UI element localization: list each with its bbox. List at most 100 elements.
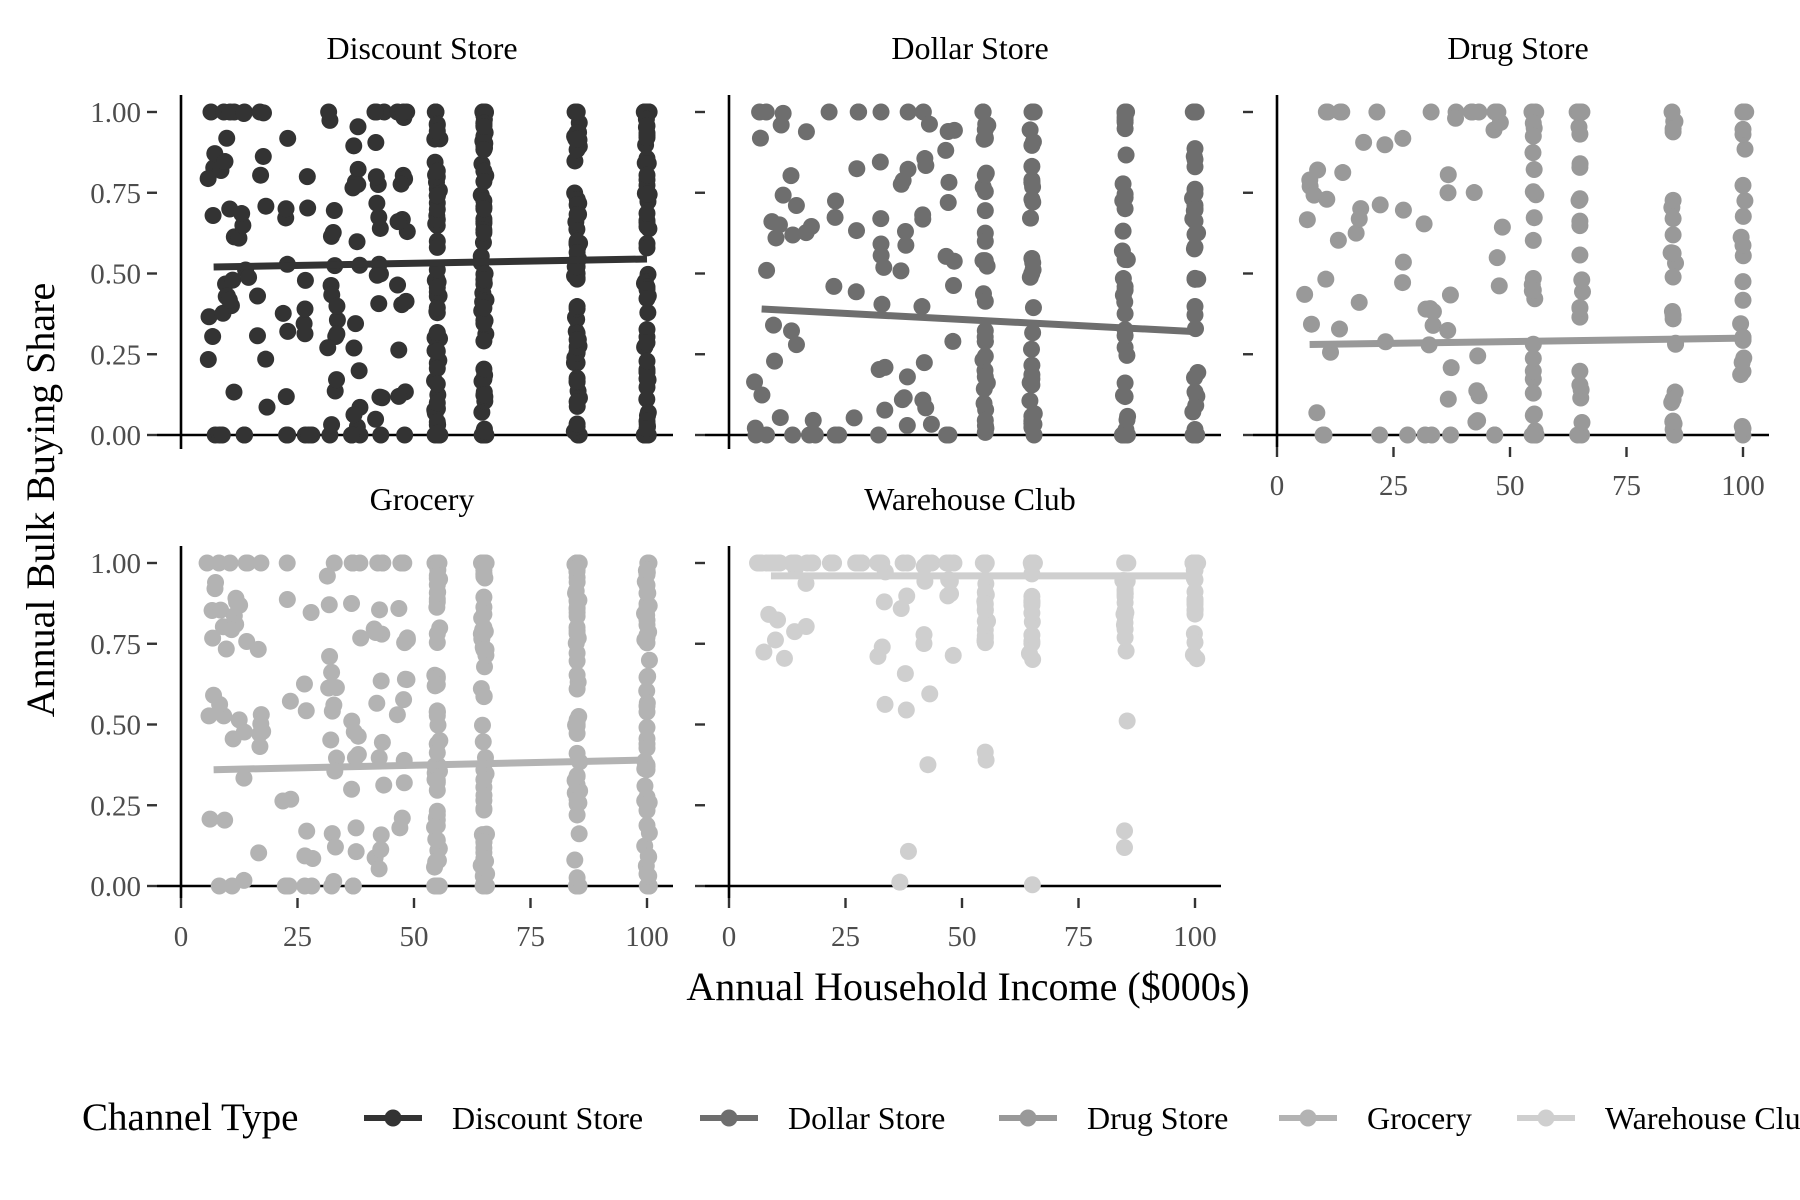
data-point [428,394,446,412]
data-point [277,388,295,406]
data-point [1355,133,1373,151]
data-point [974,103,992,121]
data-point [1421,300,1439,318]
data-point [917,399,935,417]
data-point [345,137,363,155]
data-point [349,118,367,136]
data-point [349,160,367,178]
data-point [1116,120,1134,138]
data-point [252,166,270,184]
data-point [1023,626,1041,644]
data-point [237,554,255,572]
data-point [568,103,586,121]
data-point [343,554,361,572]
data-point [325,873,343,891]
data-point [475,118,493,136]
data-point [1117,642,1135,660]
data-point [295,675,313,693]
data-point [475,386,493,404]
data-point [281,692,299,710]
data-point [775,649,793,667]
data-point [976,129,994,147]
data-point [207,574,225,592]
data-point [916,150,934,168]
data-point [1022,340,1040,358]
data-point [296,271,314,289]
data-point [216,153,234,171]
data-point [921,685,939,703]
data-point [639,304,657,322]
data-point [1118,712,1136,730]
data-point [1524,281,1542,299]
data-point [1664,310,1682,328]
data-point [250,844,268,862]
data-point [802,217,820,235]
data-point [352,629,370,647]
data-point [1439,322,1457,340]
data-point [370,860,388,878]
data-point [240,268,258,286]
legend-label: Discount Store [452,1100,643,1136]
x-tick-label: 25 [831,921,860,953]
data-point [1571,212,1589,230]
data-point [638,576,656,594]
data-point [345,723,363,741]
data-point [875,593,893,611]
data-point [1734,420,1752,438]
data-point [395,691,413,709]
data-point [787,196,805,214]
data-point [945,554,963,572]
data-point [274,304,292,322]
data-point [783,322,801,340]
data-point [1116,588,1134,606]
legend-label: Dollar Store [788,1100,945,1136]
data-point [766,631,784,649]
data-point [1023,136,1041,154]
data-point [1571,158,1589,176]
data-point [368,266,386,284]
data-point [303,877,321,895]
data-point [475,771,493,789]
data-point [367,133,385,151]
data-point [274,792,292,810]
data-point [1524,144,1542,162]
data-point [345,339,363,357]
data-point [871,153,889,171]
data-point [758,261,776,279]
data-point [1186,140,1204,158]
data-point [919,756,937,774]
legend-swatch-point [1537,1109,1555,1127]
data-point [428,676,446,694]
data-point [899,160,917,178]
data-point [876,695,894,713]
legend-swatch-point [384,1109,402,1127]
data-point [475,833,493,851]
data-point [848,222,866,240]
data-point [347,843,365,861]
panel-drug-store: Drug Store 0 25 50 75 100 [1243,30,1769,502]
data-point [1189,363,1207,381]
y-tick-label: 0.00 [90,420,141,452]
data-point [1423,426,1441,444]
data-point [371,388,389,406]
legend-label: Warehouse Club [1605,1100,1800,1136]
data-point [853,554,871,572]
data-point [475,141,493,159]
data-point [640,651,658,669]
data-point [638,739,656,757]
data-point [1470,103,1488,121]
data-point [1023,356,1041,374]
y-tick-label: 0.00 [90,871,141,903]
data-point [279,129,297,147]
data-point [252,715,270,733]
data-point [278,591,296,609]
legend-swatch-point [1299,1109,1317,1127]
data-point [428,831,446,849]
data-point [1394,201,1412,219]
data-point [1186,558,1204,576]
data-point [1333,103,1351,121]
data-point [220,291,238,309]
data-point [944,332,962,350]
data-point [1734,207,1752,225]
data-point [1371,196,1389,214]
